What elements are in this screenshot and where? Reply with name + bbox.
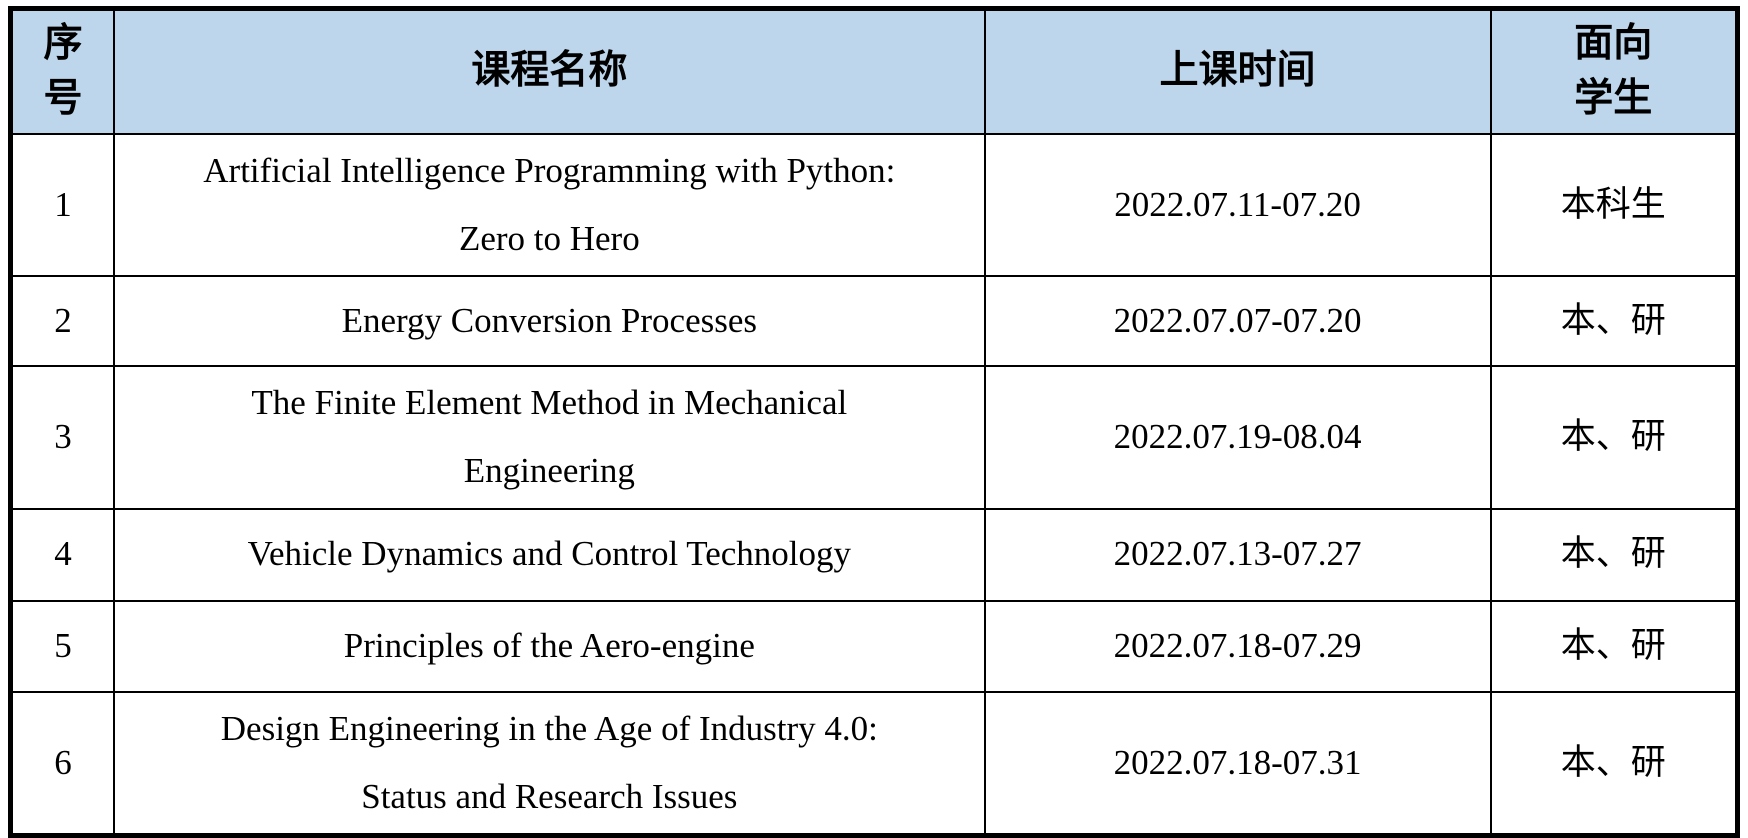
cell-class-time: 2022.07.19-08.04: [983, 365, 1492, 510]
table-header-row: 序 号 课程名称 上课时间 面向 学生: [9, 7, 1739, 135]
cell-target-students: 本、研: [1489, 599, 1739, 693]
cell-course-name: Principles of the Aero-engine: [113, 599, 986, 693]
cell-target-students: 本、研: [1489, 507, 1739, 602]
cell-target-students: 本、研: [1489, 690, 1739, 837]
cell-course-name: Design Engineering in the Age of Industr…: [113, 690, 986, 837]
cell-class-time: 2022.07.18-07.29: [983, 599, 1492, 693]
cell-class-time: 2022.07.13-07.27: [983, 507, 1492, 602]
cell-course-name: Energy Conversion Processes: [113, 275, 986, 367]
table-row: 4 Vehicle Dynamics and Control Technolog…: [9, 507, 1739, 602]
cell-index: 1: [9, 132, 116, 277]
column-header-students: 面向 学生: [1489, 7, 1739, 135]
cell-course-name: The Finite Element Method in Mechanical …: [113, 365, 986, 510]
cell-index: 5: [9, 599, 116, 693]
column-header-index: 序 号: [9, 7, 116, 135]
table-row: 2 Energy Conversion Processes 2022.07.07…: [9, 275, 1739, 367]
table-row: 6 Design Engineering in the Age of Indus…: [9, 690, 1739, 837]
column-header-course: 课程名称: [113, 7, 986, 135]
cell-class-time: 2022.07.11-07.20: [983, 132, 1492, 277]
table-row: 3 The Finite Element Method in Mechanica…: [9, 365, 1739, 510]
cell-course-name: Artificial Intelligence Programming with…: [113, 132, 986, 277]
cell-target-students: 本、研: [1489, 275, 1739, 367]
column-header-time: 上课时间: [983, 7, 1492, 135]
table-row: 5 Principles of the Aero-engine 2022.07.…: [9, 599, 1739, 693]
table-row: 1 Artificial Intelligence Programming wi…: [9, 132, 1739, 277]
cell-index: 4: [9, 507, 116, 602]
cell-course-name: Vehicle Dynamics and Control Technology: [113, 507, 986, 602]
cell-target-students: 本、研: [1489, 365, 1739, 510]
cell-index: 3: [9, 365, 116, 510]
cell-class-time: 2022.07.18-07.31: [983, 690, 1492, 837]
cell-index: 2: [9, 275, 116, 367]
course-schedule-table: 序 号 课程名称 上课时间 面向 学生 1 Artificial Intelli…: [8, 6, 1740, 838]
cell-target-students: 本科生: [1489, 132, 1739, 277]
cell-class-time: 2022.07.07-07.20: [983, 275, 1492, 367]
cell-index: 6: [9, 690, 116, 837]
